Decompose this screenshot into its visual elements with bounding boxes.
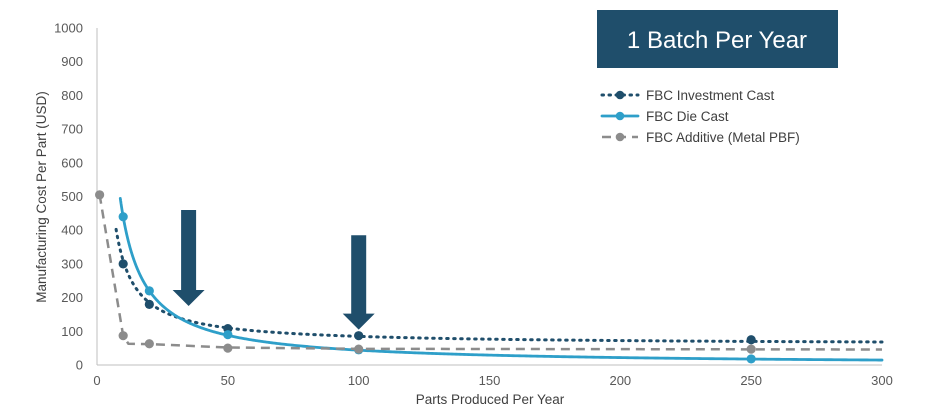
y-tick-label: 1000 — [54, 21, 83, 36]
data-point — [118, 331, 128, 341]
annotation-layer — [172, 210, 375, 330]
series-0 — [114, 227, 884, 345]
legend: FBC Investment Cast FBC Die Cast FBC Addit… — [600, 88, 800, 145]
x-tick-label: 200 — [609, 373, 631, 388]
data-point — [746, 335, 756, 345]
series-layer — [95, 190, 884, 364]
data-point — [118, 259, 128, 269]
data-point — [144, 286, 154, 296]
y-tick-label: 900 — [61, 54, 83, 69]
data-point — [118, 212, 128, 222]
y-tick-label: 0 — [76, 358, 83, 373]
data-point — [144, 339, 154, 349]
x-tick-label: 0 — [93, 373, 100, 388]
data-point — [144, 299, 154, 309]
data-point — [354, 331, 364, 341]
data-point — [746, 354, 756, 364]
down-arrow-icon — [172, 210, 205, 306]
axes: 0 50 100 150 200 250 300 0 100 200 300 400 500 600 70… — [34, 21, 893, 408]
data-point — [223, 330, 233, 340]
series-1 — [118, 196, 884, 364]
chart-title: 1 Batch Per Year — [627, 27, 807, 54]
legend-swatch-marker — [615, 90, 625, 100]
x-axis-label: Parts Produced Per Year — [416, 392, 565, 407]
data-point — [95, 190, 105, 200]
legend-swatch-marker — [615, 111, 625, 121]
y-tick-label: 800 — [61, 88, 83, 103]
y-tick-label: 600 — [61, 155, 83, 170]
down-arrow-icon — [342, 235, 375, 330]
legend-item: FBC Additive (Metal PBF) — [602, 130, 800, 145]
legend-label: FBC Investment Cast — [646, 88, 775, 103]
series-line — [114, 227, 884, 344]
y-tick-label: 500 — [61, 189, 83, 204]
data-point — [746, 344, 756, 354]
legend-label: FBC Die Cast — [646, 109, 729, 124]
y-tick-label: 300 — [61, 256, 83, 271]
x-tick-label: 250 — [740, 373, 762, 388]
title-badge: 1 Batch Per Year — [597, 10, 838, 68]
series-line — [118, 196, 884, 362]
legend-label: FBC Additive (Metal PBF) — [646, 130, 800, 145]
y-tick-label: 700 — [61, 122, 83, 137]
x-tick-label: 150 — [479, 373, 501, 388]
legend-swatch-marker — [615, 132, 625, 142]
y-tick-label: 400 — [61, 223, 83, 238]
legend-item: FBC Die Cast — [600, 109, 729, 124]
title-badge-background — [597, 10, 838, 68]
x-tick-label: 300 — [871, 373, 893, 388]
y-tick-labels: 0 100 200 300 400 500 600 700 800 900 1000 — [54, 21, 83, 373]
legend-item: FBC Investment Cast — [600, 88, 775, 103]
x-tick-label: 100 — [348, 373, 370, 388]
y-tick-label: 100 — [61, 324, 83, 339]
series-2 — [95, 190, 883, 354]
y-tick-label: 200 — [61, 290, 83, 305]
data-point — [223, 343, 233, 353]
x-tick-labels: 0 50 100 150 200 250 300 — [93, 373, 892, 388]
y-axis-label: Manufacturing Cost Per Part (USD) — [34, 91, 49, 303]
x-tick-label: 50 — [221, 373, 235, 388]
data-point — [354, 344, 364, 354]
